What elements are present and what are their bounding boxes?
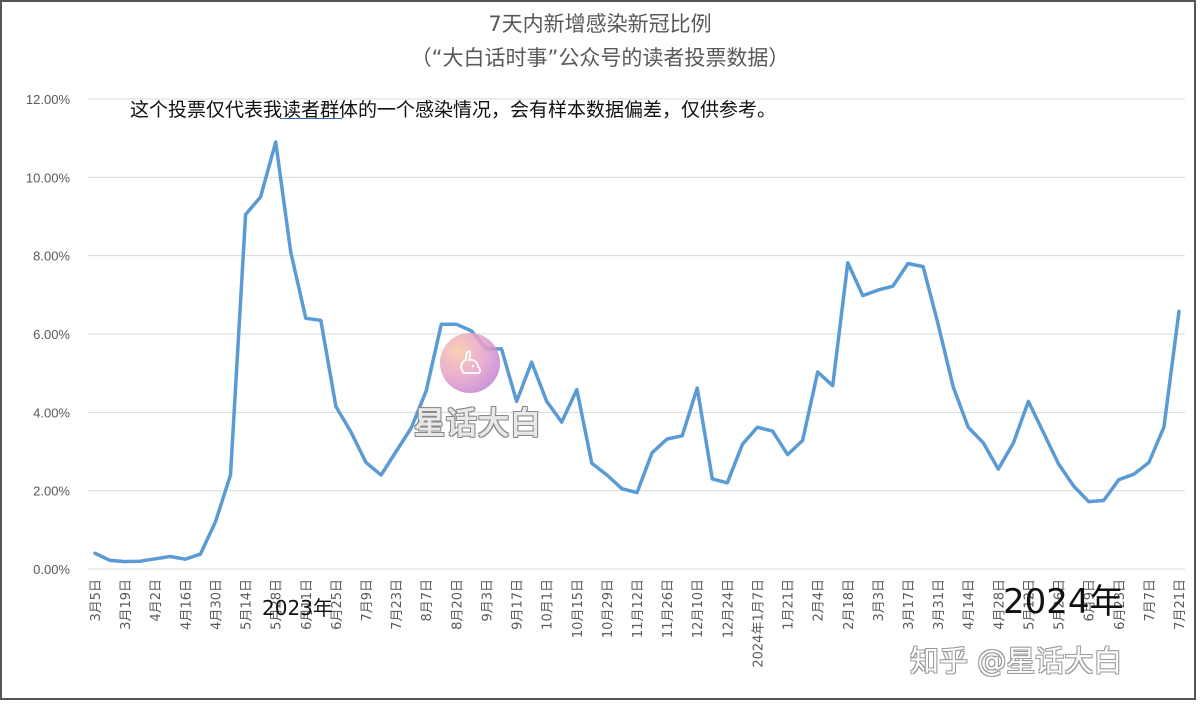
x-tick-label: 12月10日 <box>691 579 706 638</box>
x-tick-label: 11月12日 <box>631 579 646 638</box>
x-tick-label: 5月14日 <box>240 579 255 630</box>
x-tick-label: 8月7日 <box>420 579 435 622</box>
chart-annotation: 这个投票仅代表我读者群体的一个感染情况，会有样本数据偏差，仅供参考。 <box>130 99 777 121</box>
x-tick-label: 9月3日 <box>480 579 495 622</box>
x-tick-label: 2024年1月7日 <box>751 579 766 668</box>
series-line <box>93 140 1181 564</box>
y-tick-label: 2.00% <box>33 484 70 499</box>
x-tick-label: 2月18日 <box>842 579 857 630</box>
chart-subtitle: （“大白话时事”公众号的读者投票数据） <box>410 46 790 70</box>
rabbit-logo-icon <box>440 333 500 393</box>
x-tick-label: 2月4日 <box>812 579 827 622</box>
x-tick-label: 1月21日 <box>782 579 797 630</box>
x-tick-label: 3月19日 <box>119 579 134 630</box>
x-tick-label: 8月20日 <box>450 579 465 630</box>
x-tick-label: 3月31日 <box>932 579 947 630</box>
x-tick-label: 6月11日 <box>300 579 315 630</box>
x-tick-label: 6月25日 <box>330 579 345 630</box>
chart-title: 7天内新增感染新冠比例 <box>488 12 712 36</box>
x-tick-label: 3月17日 <box>902 579 917 630</box>
y-tick-label: 4.00% <box>33 405 70 420</box>
x-tick-label: 3月3日 <box>872 579 887 622</box>
x-tick-label: 12月24日 <box>721 579 736 638</box>
year-label-2023: 2023年 <box>262 596 333 620</box>
x-tick-label: 10月1日 <box>541 579 556 630</box>
y-tick-label: 6.00% <box>33 327 70 342</box>
x-tick-label: 3月5日 <box>89 579 104 622</box>
x-tick-label: 7月23日 <box>390 579 405 630</box>
y-tick-label: 12.00% <box>26 92 71 107</box>
x-tick-label: 7月9日 <box>360 579 375 622</box>
x-tick-label: 9月17日 <box>511 579 526 630</box>
x-tick-label: 7月7日 <box>1143 579 1158 622</box>
rabbit-icon <box>460 350 481 374</box>
logo-watermark-text: 星话大白 <box>414 406 542 442</box>
x-tick-label: 7月21日 <box>1173 579 1188 630</box>
annotation-underline <box>280 118 342 119</box>
x-tick-label: 4月2日 <box>149 579 164 622</box>
x-tick-label: 11月26日 <box>661 579 676 638</box>
x-tick-label: 10月29日 <box>601 579 616 638</box>
y-tick-label: 0.00% <box>33 562 70 577</box>
y-tick-label: 8.00% <box>33 249 70 264</box>
x-tick-label: 6月9日 <box>1083 579 1098 622</box>
x-tick-label: 10月15日 <box>571 579 586 638</box>
year-label-2024: 2024年 <box>1003 582 1124 622</box>
x-tick-label: 4月16日 <box>179 579 194 630</box>
x-tick-label: 5月12日 <box>1022 579 1037 630</box>
x-tick-label: 5月26日 <box>1053 579 1068 630</box>
x-tick-label: 4月30日 <box>209 579 224 630</box>
x-tick-label: 4月28日 <box>992 579 1007 630</box>
x-tick-label: 4月14日 <box>962 579 977 630</box>
y-tick-label: 10.00% <box>26 170 71 185</box>
site-watermark-text: 知乎 @星话大白 <box>910 644 1123 678</box>
x-tick-label: 6月23日 <box>1113 579 1128 630</box>
x-tick-label: 5月28日 <box>270 579 285 630</box>
